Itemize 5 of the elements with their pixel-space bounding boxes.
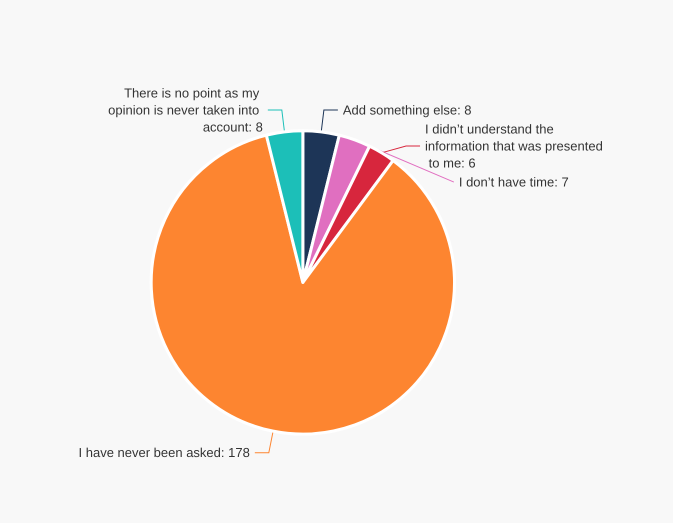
slice-label: I have never been asked: 178 (78, 445, 250, 460)
slice-label: I don’t have time: 7 (458, 174, 569, 190)
slice-label: I didn’t understand the information that was presented to me: 6 (425, 122, 603, 171)
slice-label: Add something else: 8 (342, 102, 472, 118)
slice-label: There is no point as my opinion is never taken into account: 8 (108, 86, 263, 135)
